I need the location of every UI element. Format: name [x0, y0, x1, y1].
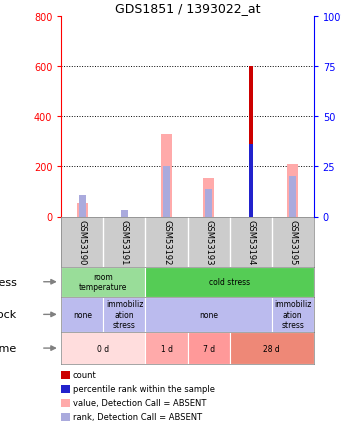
Text: stress: stress	[0, 277, 17, 287]
Text: none: none	[199, 310, 218, 319]
Text: room
temperature: room temperature	[79, 273, 128, 292]
Bar	[188, 332, 229, 365]
Text: time: time	[0, 343, 17, 353]
Text: shock: shock	[0, 310, 17, 319]
Bar	[272, 297, 314, 332]
Bar	[161, 135, 172, 217]
Text: rank, Detection Call = ABSENT: rank, Detection Call = ABSENT	[73, 412, 202, 421]
Bar	[203, 178, 214, 217]
Text: GSM53195: GSM53195	[288, 219, 297, 265]
Text: value, Detection Call = ABSENT: value, Detection Call = ABSENT	[73, 398, 206, 407]
Text: count: count	[73, 371, 97, 379]
Text: 7 d: 7 d	[203, 344, 214, 353]
Bar	[146, 267, 314, 297]
Bar	[103, 297, 146, 332]
Bar	[249, 67, 253, 217]
Text: none: none	[73, 310, 92, 319]
Bar	[289, 177, 296, 217]
Bar	[205, 190, 212, 217]
Text: 28 d: 28 d	[263, 344, 280, 353]
Text: GSM53190: GSM53190	[78, 219, 87, 265]
Text: GSM53194: GSM53194	[246, 219, 255, 265]
Bar	[287, 164, 298, 217]
Title: GDS1851 / 1393022_at: GDS1851 / 1393022_at	[115, 2, 260, 15]
Bar	[146, 332, 188, 365]
Text: cold stress: cold stress	[209, 278, 250, 286]
Text: 0 d: 0 d	[98, 344, 109, 353]
Text: percentile rank within the sample: percentile rank within the sample	[73, 385, 214, 393]
Bar	[163, 167, 170, 217]
Text: GSM53193: GSM53193	[204, 219, 213, 265]
Bar	[249, 145, 253, 217]
Bar	[121, 211, 128, 217]
Bar	[61, 332, 146, 365]
Text: GSM53192: GSM53192	[162, 219, 171, 265]
Text: immobiliz
ation
stress: immobiliz ation stress	[106, 300, 143, 329]
Bar	[77, 203, 88, 217]
Bar	[229, 332, 314, 365]
Text: immobiliz
ation
stress: immobiliz ation stress	[274, 300, 311, 329]
Bar	[79, 196, 86, 217]
Text: 1 d: 1 d	[161, 344, 173, 353]
Text: GSM53191: GSM53191	[120, 219, 129, 265]
Bar	[61, 297, 103, 332]
Bar	[61, 267, 146, 297]
Bar	[146, 297, 272, 332]
